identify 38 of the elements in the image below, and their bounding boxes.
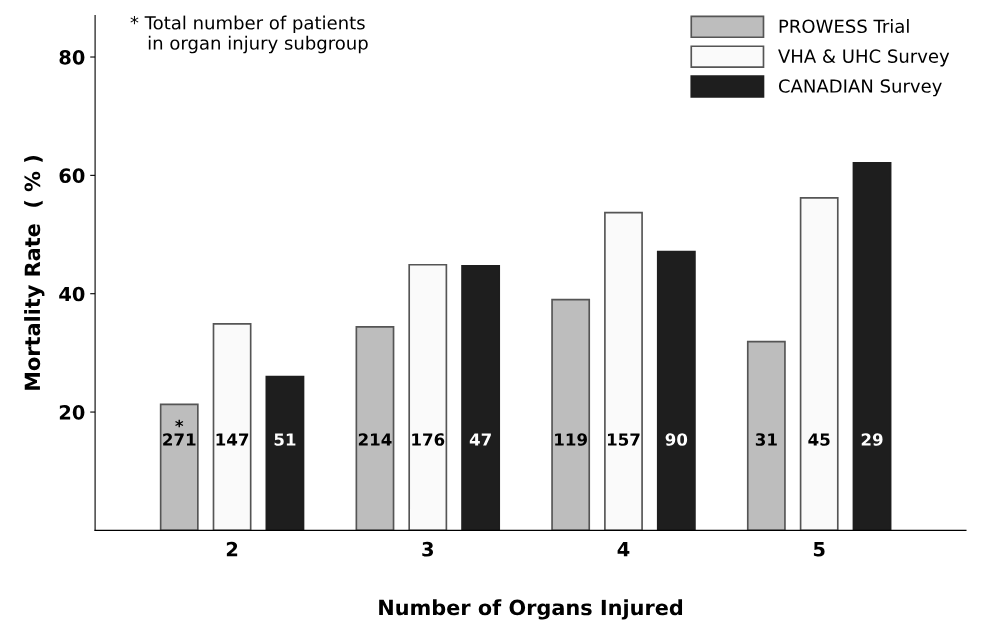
annotation: 147 (216, 433, 249, 446)
annotation: 31 (755, 433, 777, 446)
y-tick-label: 80 (59, 49, 85, 65)
y-tick-label: 40 (59, 286, 85, 302)
bar (604, 211, 643, 531)
annotation: 29 (861, 433, 883, 446)
y-tick-label: 20 (59, 405, 85, 420)
legend-label: CANADIAN Survey (778, 79, 942, 97)
x-tick-label: 4 (617, 542, 630, 557)
annotation: 157 (607, 433, 640, 446)
annotation: 214 (358, 433, 392, 446)
x-tick-label: 5 (813, 542, 825, 557)
bar (159, 403, 199, 531)
bar (408, 263, 448, 531)
bar (461, 265, 501, 531)
x-tick-label: 3 (422, 541, 434, 557)
bar (265, 375, 305, 531)
annotation: 51 (274, 433, 296, 446)
bar (212, 323, 252, 531)
bar (656, 250, 696, 531)
annotation: 119 (555, 433, 587, 446)
y-axis-title: Mortality Rate ( % ) (24, 156, 45, 390)
annotation: 47 (469, 433, 491, 446)
bar (799, 197, 839, 531)
legend-label: PROWESS Trial (779, 19, 909, 34)
x-axis-title: Number of Organs Injured (379, 599, 683, 620)
annotation: * 271 (163, 419, 196, 446)
x-tick-label: 2 (226, 541, 238, 557)
y-tick-label: 60 (59, 168, 85, 184)
bar (852, 162, 892, 531)
annotation: * Total number of patients in organ injury subgroup (130, 15, 368, 54)
annotation: 45 (808, 433, 830, 446)
legend-label: VHA & UHC Survey (778, 49, 950, 67)
bar (355, 326, 395, 531)
bar (746, 340, 786, 531)
annotation: 176 (412, 433, 445, 446)
annotation: 90 (665, 433, 688, 446)
bar (551, 298, 591, 531)
